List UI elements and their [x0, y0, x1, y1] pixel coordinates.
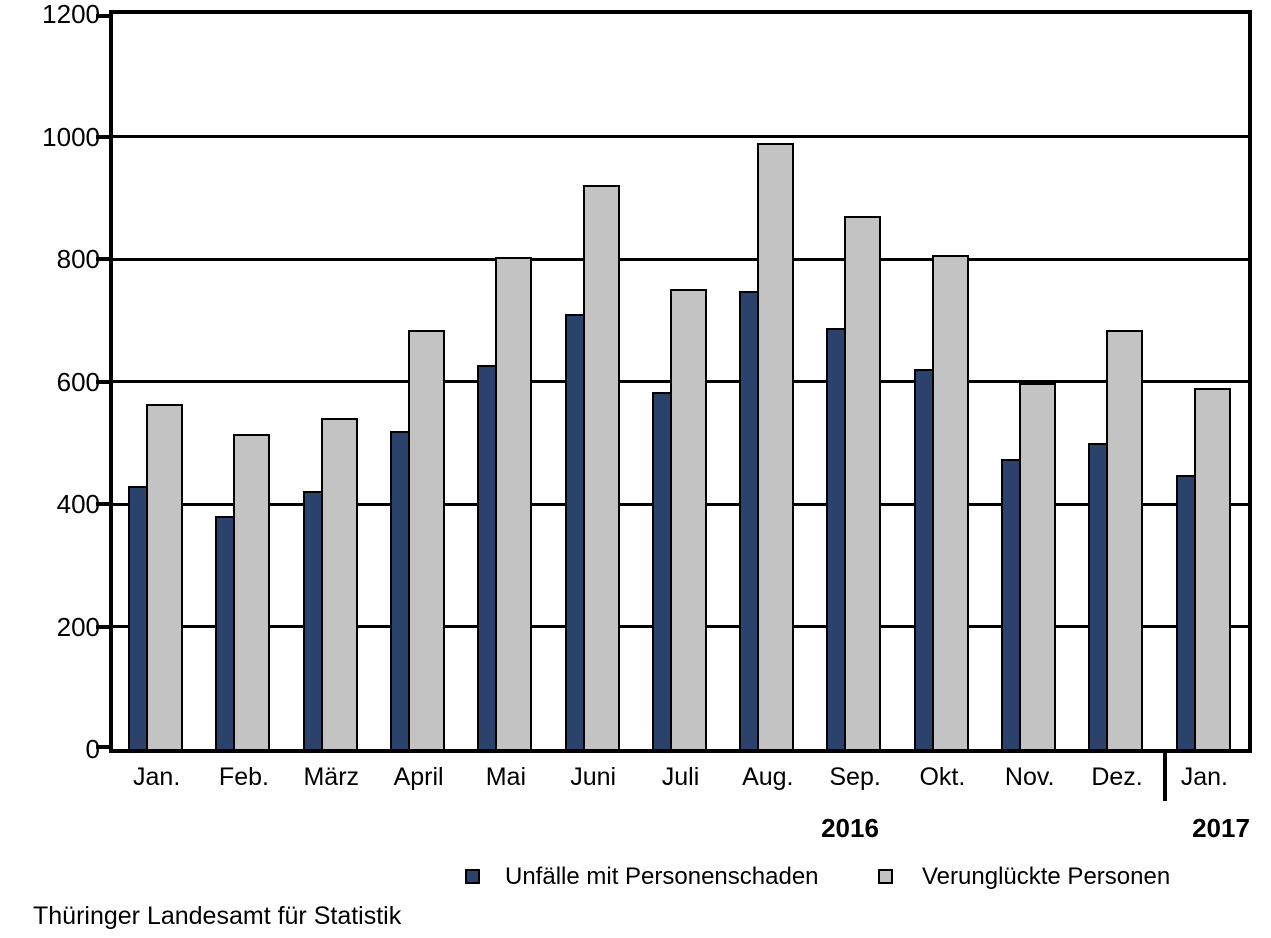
y-tick-800	[96, 257, 109, 261]
legend-label-verunglueckte: Verunglückte Personen	[922, 863, 1171, 890]
bar-unfaelle-1	[215, 515, 236, 749]
bar-verunglueckte-9	[931, 254, 969, 749]
bar-verunglueckte-5	[582, 184, 620, 749]
bar-verunglueckte-10	[1019, 382, 1057, 749]
gridline-1000	[113, 135, 1248, 138]
bar-verunglueckte-12	[1193, 387, 1231, 749]
bar-unfaelle-6	[651, 391, 672, 749]
x-label-5: Juni	[570, 763, 617, 791]
bar-unfaelle-4	[477, 364, 498, 749]
y-label-1000: 1000	[42, 121, 100, 152]
legend-item-verunglueckte: Verunglückte Personen	[878, 862, 1228, 892]
bar-verunglueckte-4	[495, 256, 533, 749]
bar-unfaelle-8	[826, 328, 847, 749]
legend: Unfälle mit Personenschaden Verunglückte…	[0, 862, 1271, 892]
bar-unfaelle-11	[1088, 442, 1109, 749]
year-label-2016: 2016	[821, 813, 879, 843]
bar-unfaelle-12	[1175, 474, 1196, 749]
plot-inner	[96, 14, 1248, 749]
legend-marker-unfaelle	[465, 869, 480, 884]
bar-unfaelle-10	[1001, 458, 1022, 749]
bar-unfaelle-0	[128, 485, 148, 749]
legend-label-unfaelle: Unfälle mit Personenschaden	[505, 863, 819, 890]
bar-verunglueckte-11	[1106, 330, 1144, 749]
y-label-400: 400	[56, 489, 100, 519]
y-tick-0	[96, 745, 109, 749]
x-label-12: Jan.	[1180, 763, 1228, 791]
x-label-3: April	[393, 763, 444, 791]
x-label-9: Okt.	[919, 763, 966, 791]
legend-marker-verunglueckte	[878, 869, 893, 884]
legend-item-unfaelle: Unfälle mit Personenschaden	[465, 862, 865, 892]
y-tick-400	[96, 502, 109, 506]
x-label-8: Sep.	[829, 763, 881, 791]
x-label-2: März	[303, 763, 360, 791]
y-label-1200: 1200	[42, 0, 100, 29]
x-label-6: Juli	[661, 763, 700, 791]
bar-verunglueckte-1	[233, 433, 271, 749]
gridline-800	[113, 257, 1248, 261]
bar-unfaelle-5	[564, 314, 585, 749]
y-tick-1200	[96, 14, 109, 18]
bar-verunglueckte-7	[757, 143, 795, 749]
y-label-800: 800	[56, 244, 100, 274]
x-label-7: Aug.	[742, 763, 794, 791]
bar-unfaelle-9	[913, 369, 934, 749]
plot-area	[96, 10, 1252, 753]
year-label-2017: 2017	[1192, 813, 1250, 843]
bar-unfaelle-3	[389, 430, 410, 749]
bar-verunglueckte-6	[669, 289, 707, 749]
bar-verunglueckte-0	[146, 404, 183, 749]
y-tick-1000	[96, 134, 109, 139]
bar-verunglueckte-2	[320, 417, 358, 749]
bar-unfaelle-2	[302, 491, 323, 749]
x-label-1: Feb.	[218, 763, 269, 791]
bar-verunglueckte-3	[407, 330, 445, 749]
x-label-11: Dez.	[1091, 763, 1143, 791]
year-separator-tick	[1162, 749, 1167, 801]
y-tick-600	[96, 379, 109, 384]
y-tick-200	[96, 624, 109, 629]
bar-verunglueckte-8	[844, 215, 882, 749]
x-label-10: Nov.	[1004, 763, 1055, 791]
bar-unfaelle-7	[739, 290, 760, 749]
source-caption: Thüringer Landesamt für Statistik	[33, 902, 402, 930]
y-label-0: 0	[85, 734, 100, 764]
x-label-0: Jan.	[133, 763, 181, 791]
y-label-600: 600	[56, 366, 100, 397]
x-label-4: Mai	[485, 763, 527, 791]
y-label-200: 200	[56, 611, 100, 642]
